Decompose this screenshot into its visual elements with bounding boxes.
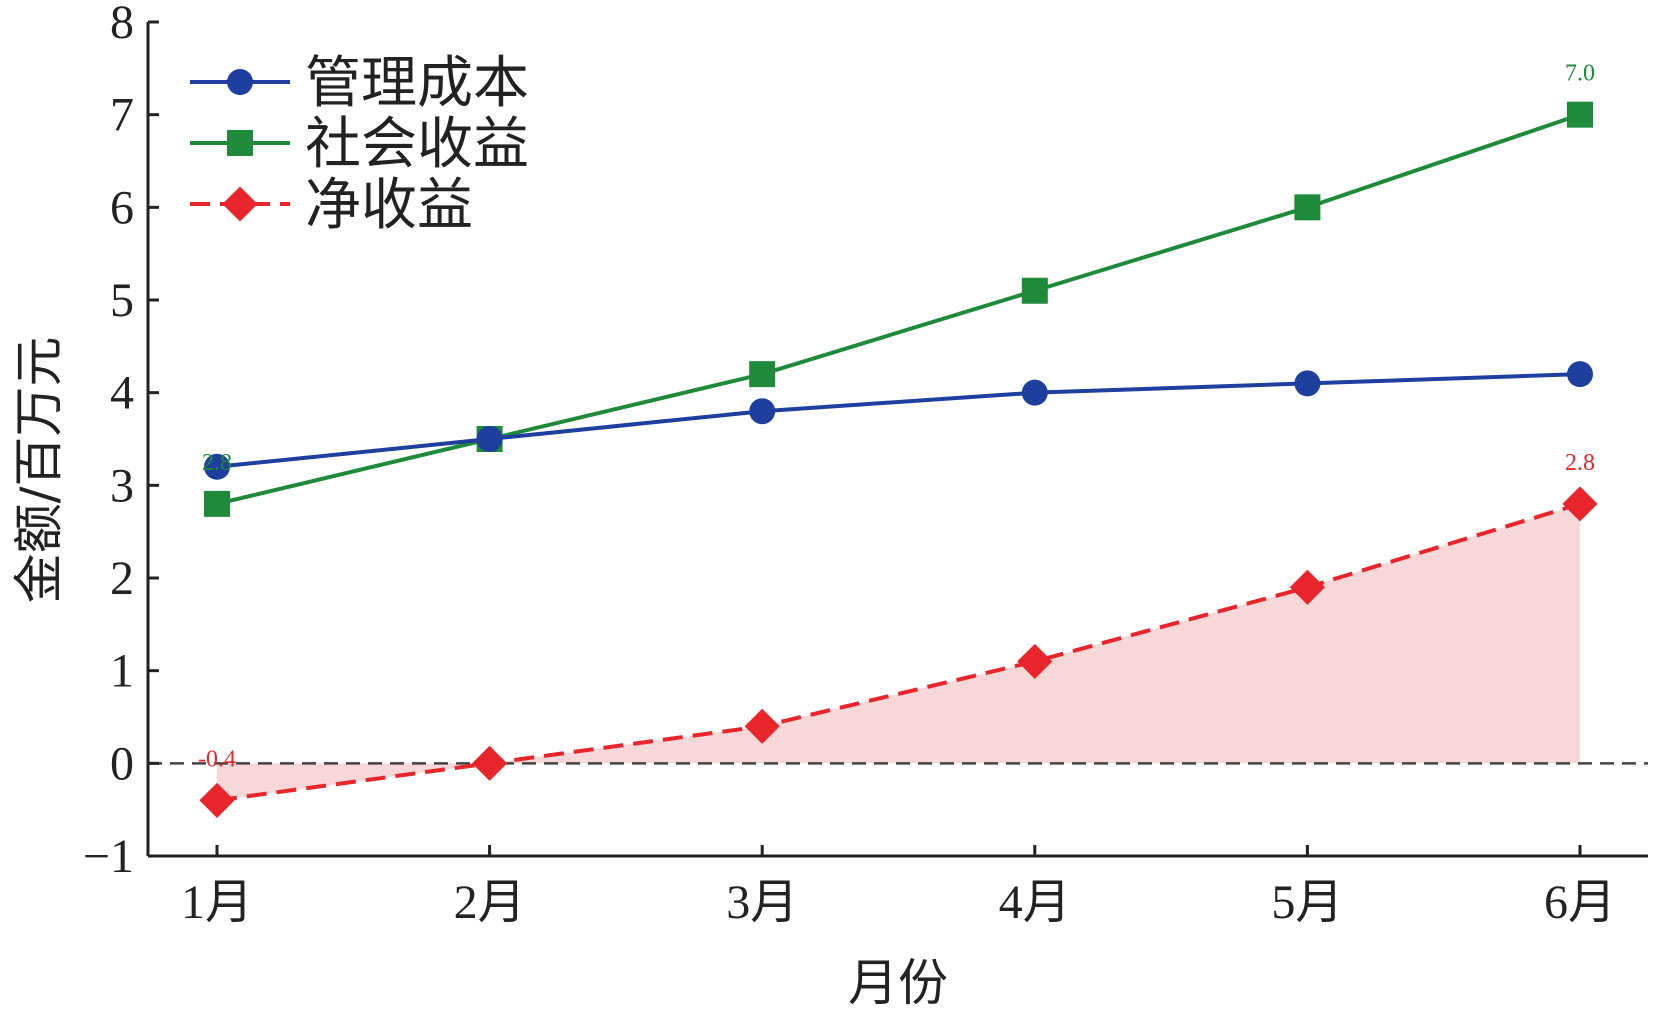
y-axis-label: 金额/百万元: [10, 337, 68, 604]
data-point-marker: [476, 426, 503, 452]
data-point-marker: [1294, 194, 1321, 221]
data-point-marker: [1567, 361, 1593, 388]
y-tick-label: 5: [110, 274, 134, 327]
y-tick-label: 0: [110, 737, 134, 790]
series-line: [216, 372, 1581, 469]
legend-entry-2: 社会收益: [190, 112, 529, 177]
series-3: [199, 486, 1598, 818]
data-point-marker: [204, 453, 230, 480]
net-income-area-layer: [217, 503, 1580, 801]
x-tick-label: 5月: [1271, 876, 1343, 929]
y-tick-label: 1: [110, 645, 134, 698]
data-point-marker: [1021, 379, 1048, 406]
data-label: 7.0: [1565, 61, 1595, 87]
x-tick-label: 1月: [181, 876, 253, 929]
series-layer: [199, 101, 1598, 818]
series-line: [216, 501, 1581, 803]
y-tick-label: 6: [110, 181, 134, 234]
data-point-marker: [1289, 569, 1325, 605]
data-label: 2.8: [1565, 450, 1595, 476]
x-tick-label: 3月: [726, 876, 798, 929]
x-axis-label: 月份: [848, 954, 948, 1012]
series-line: [216, 112, 1581, 506]
legend-label: 管理成本: [305, 51, 529, 116]
axes: −1 0 1 2 3 4 5 6 7 8 1月 2月 3月 4月 5月 6月: [83, 0, 1648, 929]
y-tick-label: 2: [110, 552, 134, 605]
y-tick-label: 7: [110, 89, 134, 142]
data-point-marker: [744, 708, 780, 744]
legend-label: 净收益: [305, 173, 473, 238]
legend-marker: [222, 186, 258, 222]
legend-label: 社会收益: [305, 112, 529, 177]
data-point-marker: [1017, 643, 1053, 679]
series-1: [204, 361, 1593, 480]
data-point-marker: [1562, 486, 1598, 522]
data-point-marker: [1294, 370, 1321, 397]
y-tick-label: 8: [110, 0, 134, 49]
data-label: 2.8: [202, 450, 232, 476]
legend-entry-1: 管理成本: [190, 51, 529, 116]
data-point-marker: [472, 745, 508, 781]
y-tick-label: 4: [110, 367, 134, 420]
data-point-marker: [204, 490, 230, 517]
legend-marker: [227, 130, 253, 156]
legend-marker: [227, 69, 253, 95]
y-tick-label: −1: [83, 830, 134, 883]
data-point-marker: [199, 782, 235, 818]
data-point-marker: [749, 398, 776, 425]
data-label: -0.4: [198, 746, 236, 772]
data-point-marker: [749, 361, 776, 388]
x-tick-label: 4月: [999, 876, 1071, 929]
x-tick-label: 2月: [454, 876, 526, 929]
data-point-marker: [1021, 277, 1048, 304]
net-income-area: [217, 503, 1580, 801]
data-point-marker: [1567, 101, 1593, 128]
y-tick-label: 3: [110, 459, 134, 512]
data-label-layer: 2.8 7.0 -0.4 2.8: [198, 61, 1595, 773]
x-tick-label: 6月: [1544, 876, 1616, 929]
legend-entry-3: 净收益: [190, 173, 473, 238]
